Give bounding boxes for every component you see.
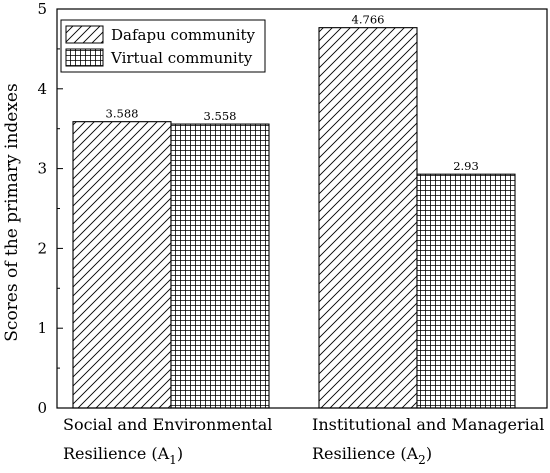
bar-virtual-1 [170,123,270,409]
x-category-label-line2: Resilience (A2) [312,444,432,467]
value-label: 2.93 [453,159,479,173]
legend-swatch-virtual [65,48,104,67]
bar-virtual-2 [416,173,516,409]
bar-dafapu-1 [72,121,172,409]
legend-label-dafapu: Dafapu community [111,26,256,44]
y-tick-label: 4 [37,80,47,98]
y-tick-label: 3 [37,160,47,178]
y-axis-label: Scores of the primary indexes [2,83,22,341]
y-tick-label: 0 [37,399,47,417]
legend-swatch-dafapu [65,25,104,44]
legend: Dafapu community Virtual community [60,19,266,73]
legend-label-virtual: Virtual community [110,49,253,67]
y-tick-label: 1 [37,319,47,337]
value-labels-group: 3.588 4.766 3.558 2.93 [106,13,479,174]
x-axis: Social and Environmental Resilience (A1) I… [63,402,544,467]
value-label: 3.558 [204,109,237,123]
bars-group [72,27,516,409]
y-tick-label: 5 [37,0,47,18]
value-label: 3.588 [106,107,139,121]
x-category-label-line2: Resilience (A1) [63,444,183,467]
x-category-label-line1: Institutional and Managerial [312,415,544,434]
y-axis: 0 1 2 3 4 5 [37,0,63,417]
x-category-label-line1: Social and Environmental [63,415,272,434]
bar-dafapu-2 [318,27,418,409]
y-tick-label: 2 [37,239,47,257]
value-label: 4.766 [352,13,385,27]
